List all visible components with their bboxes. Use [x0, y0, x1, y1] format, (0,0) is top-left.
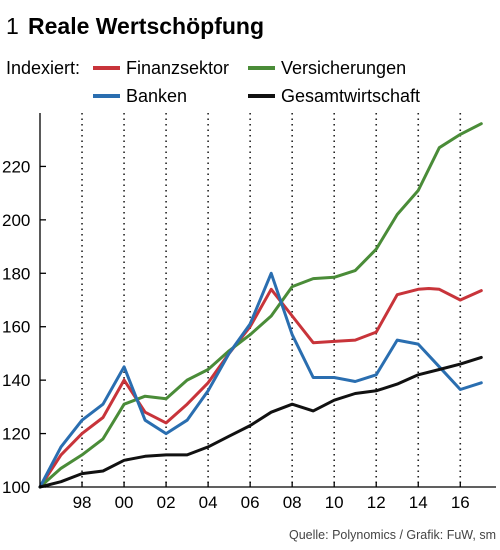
- y-tick-label-220: 220: [2, 157, 30, 176]
- series-line-finanzsektor: [38, 287, 483, 489]
- y-tick-label-180: 180: [2, 264, 30, 283]
- x-tick-label-2014: 14: [409, 493, 428, 512]
- legend-item-banken: Banken: [93, 86, 187, 106]
- axes: [39, 113, 496, 488]
- y-tick-label-140: 140: [2, 371, 30, 390]
- legend-label-gesamtwirtschaft: Gesamtwirtschaft: [281, 86, 420, 106]
- x-tick-label-2004: 04: [199, 493, 218, 512]
- legend-item-gesamtwirtschaft: Gesamtwirtschaft: [248, 86, 420, 106]
- legend-item-finanzsektor: Finanzsektor: [93, 58, 229, 78]
- x-tick-labels: 98 00 02 04 06 08 10 12 14 16: [73, 493, 470, 512]
- series-lines: [38, 122, 483, 489]
- x-tick-label-2002: 02: [157, 493, 176, 512]
- y-tick-label-120: 120: [2, 425, 30, 444]
- chart-number: 1: [6, 13, 19, 39]
- x-tick-label-2006: 06: [241, 493, 260, 512]
- series-line-versicherungen: [38, 122, 483, 489]
- x-tick-label-2012: 12: [367, 493, 386, 512]
- legend-item-versicherungen: Versicherungen: [248, 58, 406, 78]
- y-tick-labels: 100 120 140 160 180 200 220: [2, 157, 30, 497]
- x-tick-label-2000: 00: [115, 493, 134, 512]
- y-tick-label-100: 100: [2, 478, 30, 497]
- gridlines: [81, 113, 462, 487]
- chart-title: Reale Wertschöpfung: [28, 13, 264, 39]
- y-tick-label-160: 160: [2, 318, 30, 337]
- legend-label-banken: Banken: [126, 86, 187, 106]
- legend-label-versicherungen: Versicherungen: [281, 58, 406, 78]
- x-tick-label-2010: 10: [325, 493, 344, 512]
- x-tick-label-2008: 08: [283, 493, 302, 512]
- source-note: Quelle: Polynomics / Grafik: FuW, sm: [289, 528, 496, 542]
- y-tick-label-200: 200: [2, 211, 30, 230]
- x-tick-label-1998: 98: [73, 493, 92, 512]
- x-tick-label-2016: 16: [451, 493, 470, 512]
- legend-label-finanzsektor: Finanzsektor: [126, 58, 229, 78]
- series-line-banken: [38, 271, 483, 489]
- series-line-gesamtwirtschaft: [38, 355, 483, 489]
- legend-prefix: Indexiert:: [6, 58, 80, 78]
